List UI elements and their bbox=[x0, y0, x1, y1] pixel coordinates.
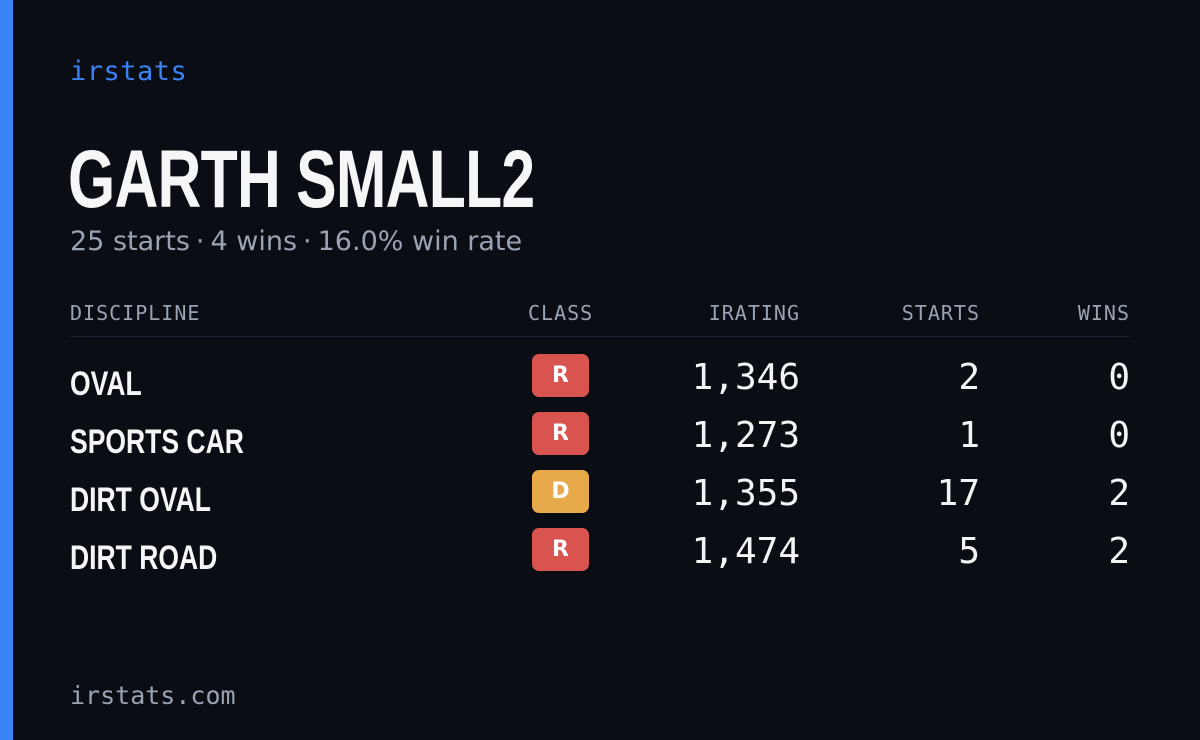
table-row: OVAL R 1,346 2 0 bbox=[70, 352, 1130, 410]
header-irating: IRATING bbox=[708, 301, 800, 325]
wins-value: 0 bbox=[1108, 415, 1130, 456]
starts-value: 2 bbox=[958, 357, 980, 398]
irating-value: 1,273 bbox=[691, 415, 800, 456]
starts-value: 1 bbox=[958, 415, 980, 456]
wins-value: 0 bbox=[1108, 357, 1130, 398]
header-class: CLASS bbox=[528, 301, 594, 325]
table-row: SPORTS CAR R 1,273 1 0 bbox=[70, 410, 1130, 468]
stats-table-body: OVAL R 1,346 2 0 SPORTS CAR R 1,273 1 0 … bbox=[70, 352, 1130, 584]
stats-table-header: DISCIPLINE CLASS IRATING STARTS WINS bbox=[70, 298, 1130, 337]
footer-url: irstats.com bbox=[70, 681, 236, 710]
summary-separator: · bbox=[303, 226, 312, 257]
header-starts: STARTS bbox=[901, 301, 980, 325]
summary-starts: 25 starts bbox=[70, 226, 190, 257]
irating-value: 1,355 bbox=[691, 473, 800, 514]
wins-value: 2 bbox=[1108, 531, 1130, 572]
brand-logo: irstats bbox=[70, 56, 188, 87]
header-discipline: DISCIPLINE bbox=[70, 301, 201, 325]
summary-separator: · bbox=[195, 226, 205, 257]
summary-win-rate: 16.0% win rate bbox=[317, 226, 523, 257]
license-class-badge: R bbox=[532, 412, 589, 455]
discipline-name: OVAL bbox=[70, 365, 142, 403]
header-wins: WINS bbox=[1077, 301, 1130, 325]
license-class-badge: R bbox=[532, 528, 589, 571]
summary-wins: 4 wins bbox=[210, 226, 298, 257]
irating-value: 1,474 bbox=[691, 531, 800, 572]
table-row: DIRT ROAD R 1,474 5 2 bbox=[70, 526, 1130, 584]
license-class-badge: D bbox=[532, 470, 589, 513]
discipline-name: DIRT ROAD bbox=[70, 539, 218, 577]
wins-value: 2 bbox=[1108, 473, 1130, 514]
accent-bar bbox=[0, 0, 13, 740]
starts-value: 5 bbox=[958, 531, 980, 572]
driver-name: GARTH SMALL2 bbox=[68, 134, 535, 225]
irating-value: 1,346 bbox=[691, 357, 800, 398]
table-row: DIRT OVAL D 1,355 17 2 bbox=[70, 468, 1130, 526]
driver-summary: 25 starts · 4 wins · 16.0% win rate bbox=[70, 226, 522, 257]
license-class-badge: R bbox=[532, 354, 589, 397]
discipline-name: SPORTS CAR bbox=[70, 423, 244, 461]
discipline-name: DIRT OVAL bbox=[70, 481, 211, 519]
starts-value: 17 bbox=[936, 473, 980, 514]
